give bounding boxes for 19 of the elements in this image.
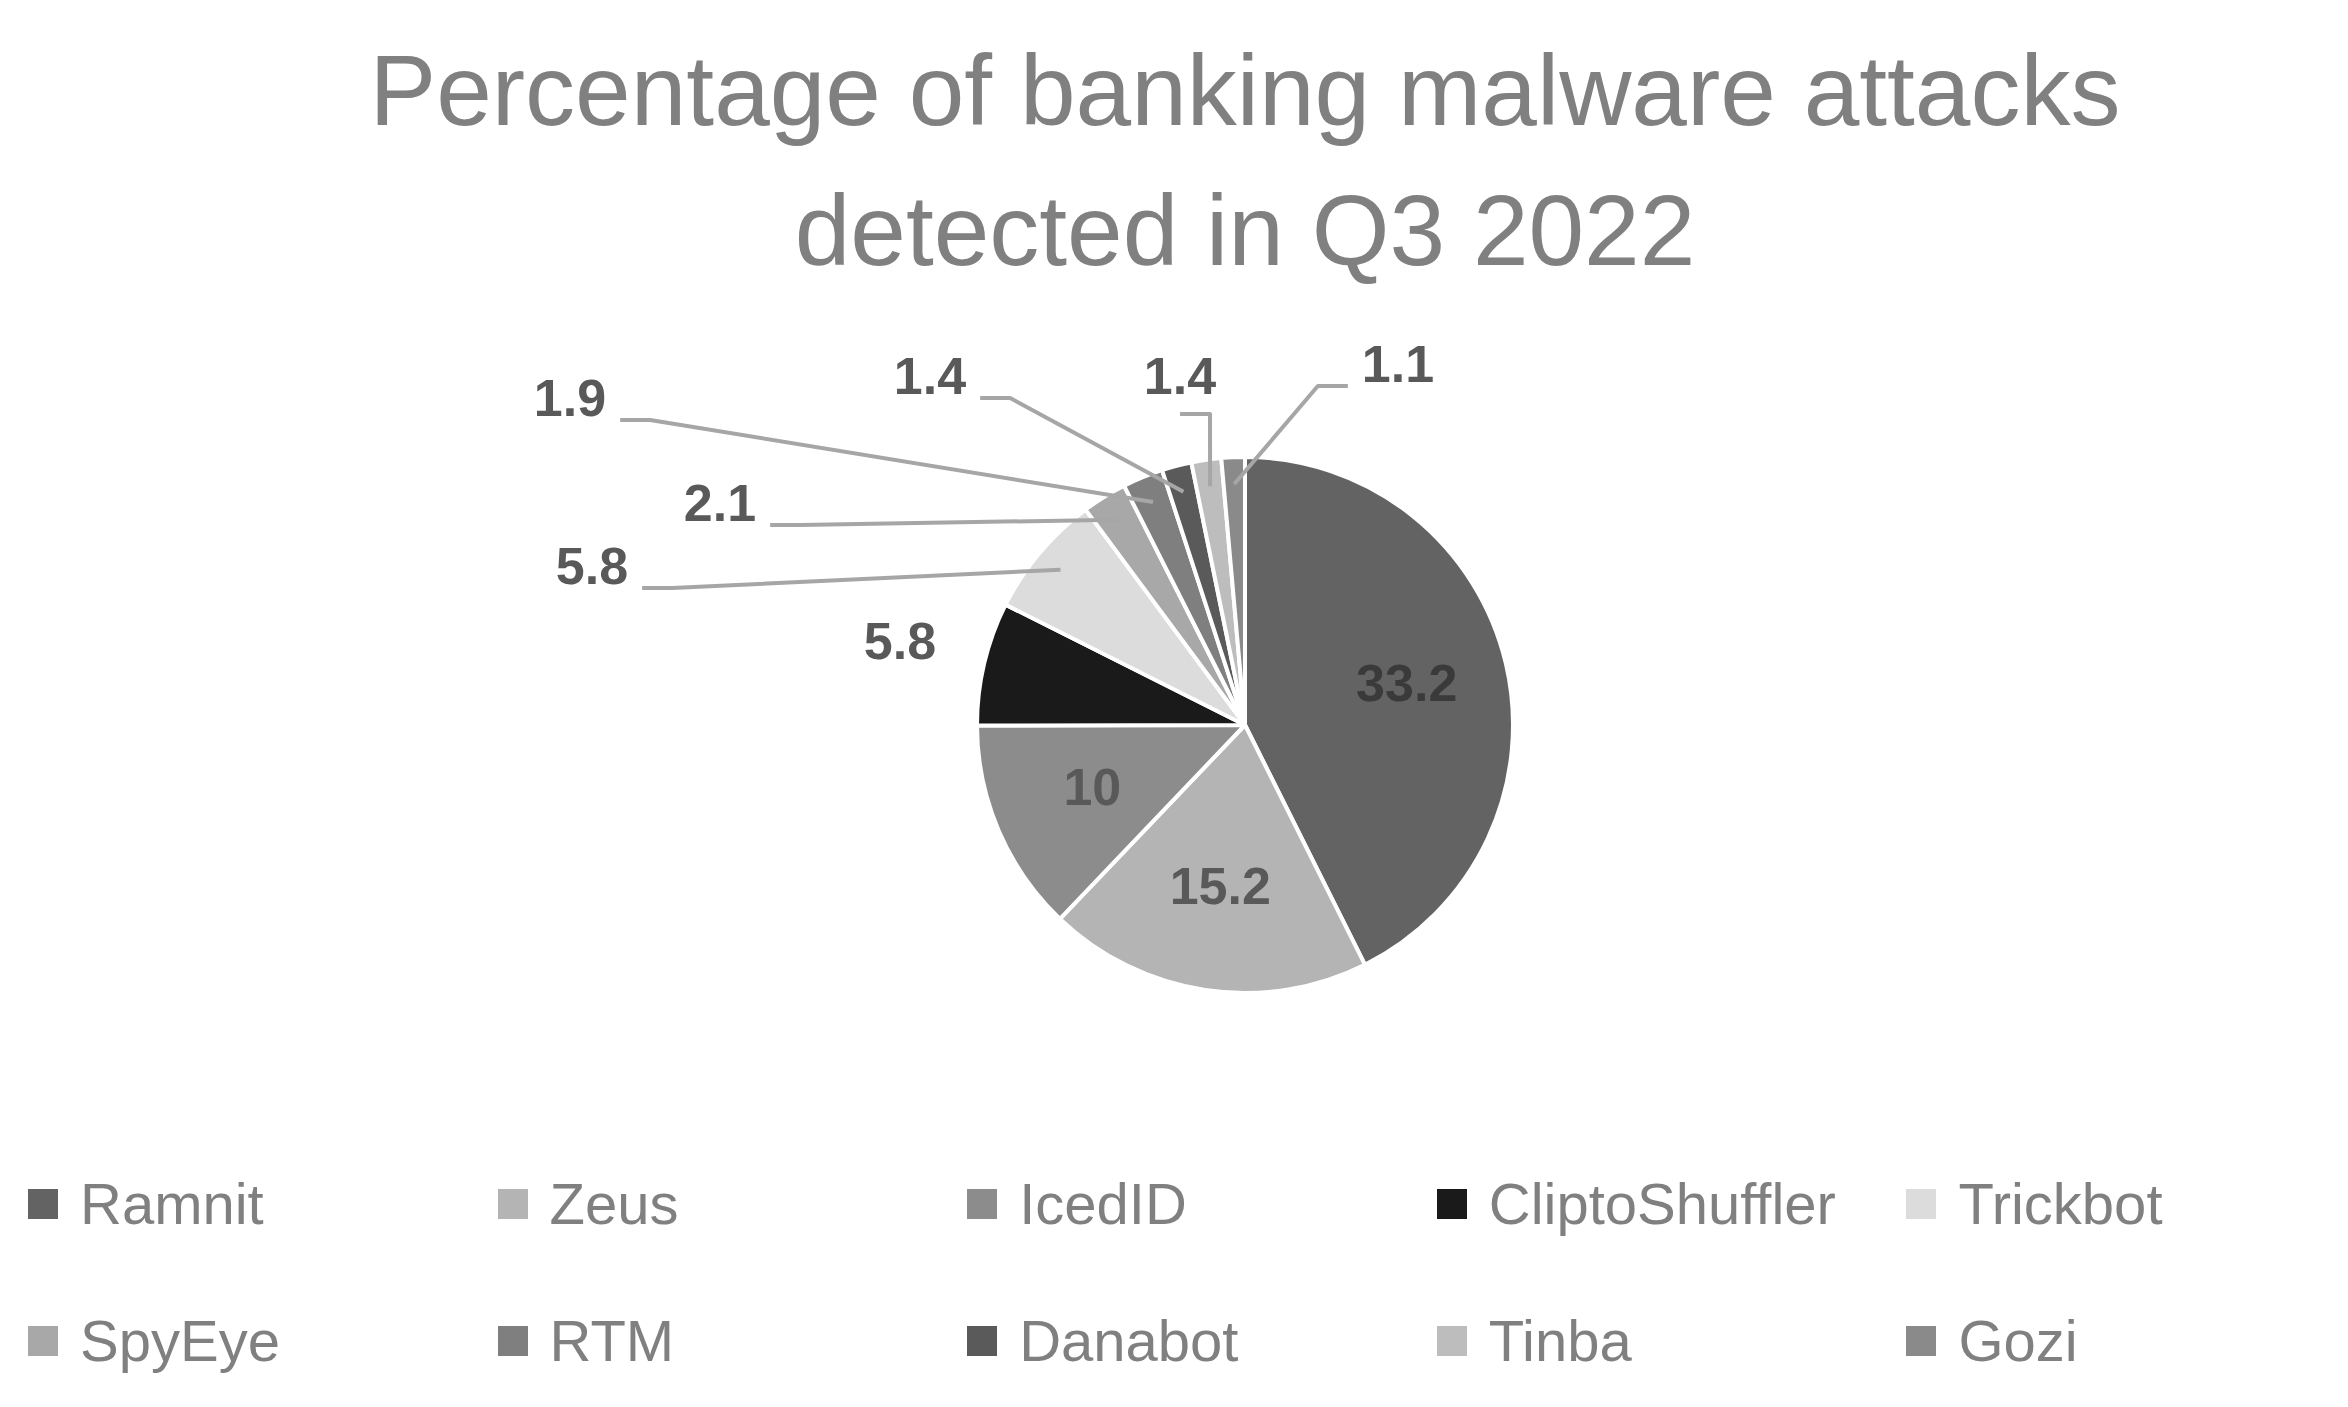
data-label: 5.8 [863, 612, 937, 671]
legend-label: Zeus [549, 1170, 679, 1237]
legend-label: Danabot [1019, 1307, 1239, 1374]
data-label: 1.9 [533, 369, 607, 428]
data-label: 15.2 [1169, 856, 1271, 915]
legend-label: CliptoShuffler [1488, 1170, 1836, 1237]
data-label: 1.4 [893, 347, 967, 406]
legend-label: IcedID [1019, 1170, 1187, 1237]
data-label: 5.8 [555, 537, 629, 596]
legend-label: Tinba [1488, 1307, 1632, 1374]
data-label: 1.4 [1143, 347, 1217, 406]
legend-label: Gozi [1958, 1307, 2078, 1374]
legend-label: RTM [549, 1307, 675, 1374]
data-label: 2.1 [683, 474, 757, 533]
legend-label: Ramnit [80, 1170, 264, 1237]
legend-label: SpyEye [80, 1307, 280, 1374]
data-label: 1.1 [1361, 335, 1435, 394]
chart-title: Percentage of banking malware attacks detected in Q3 2022 [368, 33, 2122, 288]
legend-label: Trickbot [1958, 1170, 2163, 1237]
